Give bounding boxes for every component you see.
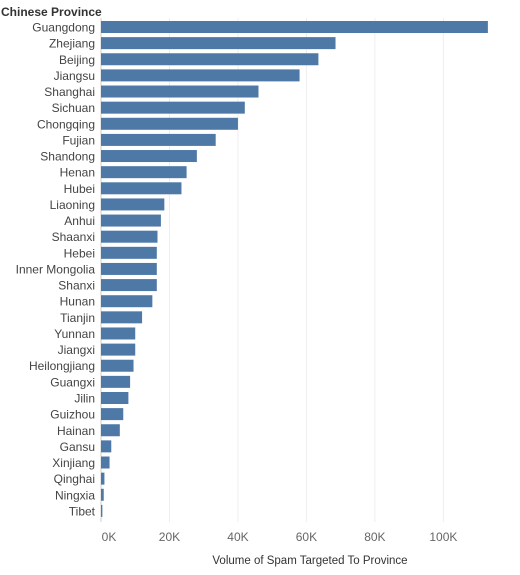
bar <box>101 424 120 437</box>
bar <box>101 279 157 292</box>
category-label: Tianjin <box>60 311 95 325</box>
bar <box>101 440 112 453</box>
bar <box>101 456 110 469</box>
category-label: Xinjiang <box>52 456 95 470</box>
bar <box>101 408 124 421</box>
category-label: Shandong <box>40 150 95 164</box>
x-axis-ticks: 0K 20K 40K 60K 80K 100K <box>102 530 458 544</box>
y-axis-header: Chinese Province <box>1 5 102 19</box>
category-label: Fujian <box>62 133 95 147</box>
category-label: Jiangxi <box>58 343 95 357</box>
bar <box>101 37 336 50</box>
category-label: Qinghai <box>54 472 95 486</box>
bar <box>101 295 153 308</box>
bar <box>101 262 157 275</box>
bar <box>101 488 104 501</box>
bar <box>101 85 259 98</box>
category-label: Liaoning <box>50 198 95 212</box>
x-tick-label: 0K <box>102 530 117 544</box>
category-label: Zhejiang <box>49 37 95 51</box>
x-tick-label: 20K <box>159 530 180 544</box>
category-label: Yunnan <box>54 327 95 341</box>
bar <box>101 343 136 356</box>
bar <box>101 246 157 259</box>
category-label: Inner Mongolia <box>16 262 96 276</box>
bar <box>101 53 319 66</box>
x-tick-label: 100K <box>429 530 457 544</box>
category-label: Sichuan <box>52 101 95 115</box>
bar <box>101 391 129 404</box>
bar <box>101 375 131 388</box>
bar <box>101 21 488 33</box>
category-label: Ningxia <box>55 488 95 502</box>
x-tick-label: 60K <box>296 530 317 544</box>
bar <box>101 311 143 324</box>
category-label: Guangxi <box>50 375 95 389</box>
category-label: Hunan <box>60 295 95 309</box>
category-label: Hainan <box>57 424 95 438</box>
bar <box>101 101 245 114</box>
bar <box>101 182 182 195</box>
x-tick-label: 80K <box>364 530 385 544</box>
category-label: Shaanxi <box>52 230 95 244</box>
category-label: Guangdong <box>32 21 95 35</box>
category-label: Guizhou <box>50 408 95 422</box>
category-label: Beijing <box>59 53 95 67</box>
bar <box>101 133 216 146</box>
category-label: Heilongjiang <box>29 359 95 373</box>
bar <box>101 359 134 372</box>
bar <box>101 230 158 243</box>
bar <box>101 504 103 517</box>
category-label: Shanxi <box>58 279 95 293</box>
category-label: Chongqing <box>37 117 95 131</box>
bar <box>101 327 136 340</box>
category-labels: Guangdong Zhejiang Beijing Jiangsu Shanghai S… <box>16 21 96 519</box>
category-label: Henan <box>60 166 95 180</box>
category-label: Shanghai <box>44 85 95 99</box>
category-label: Gansu <box>60 440 95 454</box>
category-label: Hubei <box>64 182 95 196</box>
bar <box>101 150 197 163</box>
x-axis-label: Volume of Spam Targeted To Province <box>212 555 407 567</box>
bar <box>101 198 165 211</box>
category-label: Jilin <box>74 391 95 405</box>
category-label: Hebei <box>64 246 95 260</box>
bar <box>101 472 105 485</box>
bar <box>101 166 187 179</box>
bar <box>101 117 238 130</box>
category-label: Anhui <box>64 214 95 228</box>
bar <box>101 214 161 227</box>
x-tick-label: 40K <box>227 530 248 544</box>
category-label: Tibet <box>69 504 96 518</box>
bar <box>101 69 300 82</box>
category-label: Jiangsu <box>54 69 95 83</box>
bars <box>101 21 488 517</box>
